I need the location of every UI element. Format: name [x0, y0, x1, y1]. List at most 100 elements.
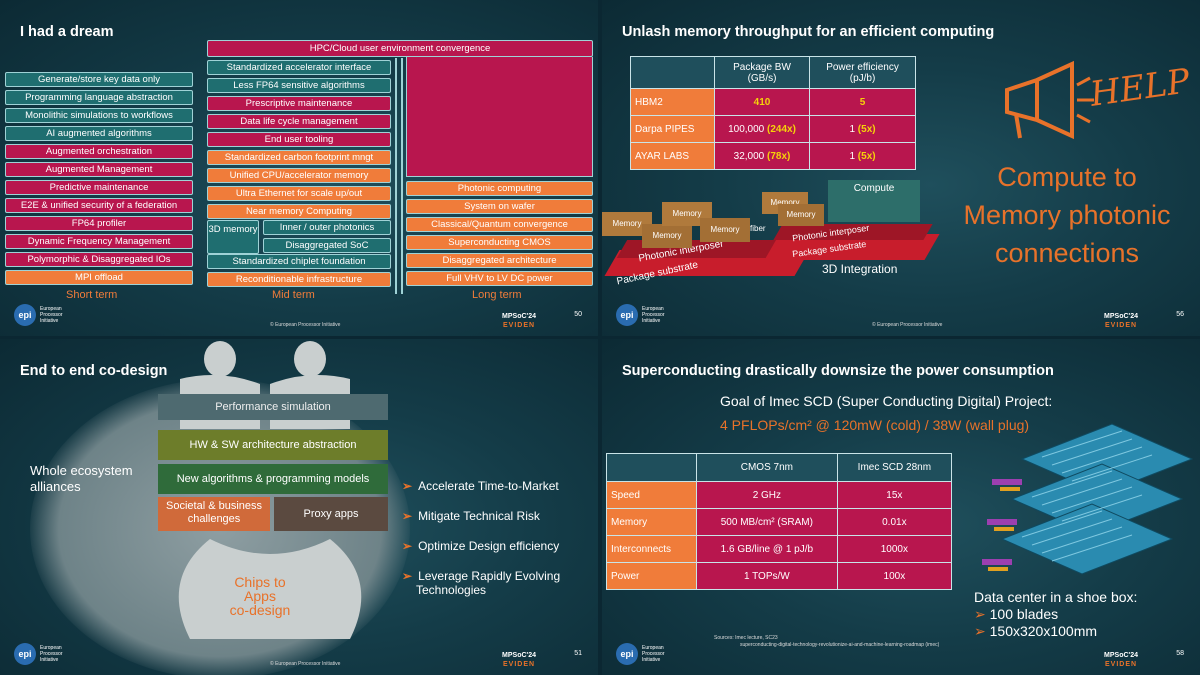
layer-algorithms: New algorithms & programming models: [158, 464, 388, 494]
short-term-item: Augmented orchestration: [5, 144, 193, 159]
short-term-item: E2E & unified security of a federation: [5, 198, 193, 213]
epi-logo: epi: [616, 304, 638, 326]
epi-name: European Processor Initiative: [40, 306, 63, 324]
table-row: AYAR LABS 32,000 (78x) 1 (5x): [630, 142, 916, 170]
pe-cell: 1 (5x): [809, 115, 916, 143]
table-header: Package BW (GB/s): [713, 56, 811, 89]
bullet-item: ➢ Optimize Design efficiency: [402, 539, 559, 553]
slide-title: I had a dream: [20, 24, 114, 40]
comparison-table: CMOS 7nm Imec SCD 28nm Speed 2 GHz 15x M…: [606, 453, 953, 590]
long-term-item: Disaggregated architecture: [406, 253, 593, 268]
mid-term-item: Ultra Ethernet for scale up/out: [207, 186, 391, 201]
chips-to-apps-text: Chips to Apps co-design: [210, 575, 310, 617]
mid-term-item: Unified CPU/accelerator memory: [207, 168, 391, 183]
mid-term-item: Standardized carbon footprint mngt: [207, 150, 391, 165]
long-term-item: Classical/Quantum convergence: [406, 217, 593, 232]
divider: [395, 58, 397, 294]
compute-chip: Compute: [828, 180, 920, 222]
arrow-icon: ➢: [402, 539, 413, 553]
scd-value: 0.01x: [836, 508, 953, 536]
slide-title: End to end co-design: [20, 363, 168, 379]
target-text: 4 PFLOPs/cm² @ 120mW (cold) / 38W (wall …: [720, 417, 1030, 433]
table-row: Memory 500 MB/cm² (SRAM) 0.01x: [606, 508, 953, 536]
mpsoc-logo: MPSoC'24 EVIDEN: [1104, 651, 1138, 669]
mpsoc-logo: MPSoC'24 EVIDEN: [1104, 312, 1138, 330]
mpsoc-text: MPSoC'24: [502, 313, 536, 320]
memory-chip: Memory: [778, 204, 824, 226]
pe-value: 1: [849, 123, 856, 135]
short-term-item: Programming language abstraction: [5, 90, 193, 105]
pe-value: 5: [809, 88, 916, 116]
epi-name: European Processor Initiative: [40, 645, 63, 663]
page-number: 58: [1176, 650, 1184, 657]
blade-stack-icon: [982, 423, 1194, 575]
photonic-callout: Compute to Memory photonic connections: [937, 158, 1197, 272]
page-number: 51: [574, 650, 582, 657]
bullet-item: ➢ Mitigate Technical Risk: [402, 509, 540, 523]
callout-line: connections: [994, 238, 1140, 268]
page-number: 56: [1176, 311, 1184, 318]
pe-gain: (5x): [857, 123, 876, 135]
chips-line: co-design: [229, 602, 291, 618]
memory-chip: Memory: [642, 224, 692, 248]
long-term-item: Superconducting CMOS: [406, 235, 593, 250]
table-header: CMOS 7nm: [696, 453, 838, 482]
dc-item: ➢ 100 blades: [974, 606, 1058, 623]
slide-title: Superconducting drastically downsize the…: [622, 363, 1054, 379]
table-row: Power 1 TOPs/W 100x: [606, 562, 953, 590]
ecosystem-label: Whole ecosystem alliances: [30, 463, 133, 494]
dc-item-text: 150x320x100mm: [989, 623, 1098, 639]
bw-cell: 100,000 (244x): [713, 115, 811, 143]
row-name: Memory: [606, 508, 697, 536]
soc-box: Disaggregated SoC: [263, 238, 391, 253]
bw-cell: 32,000 (78x): [713, 142, 811, 170]
callout-line: Compute to: [997, 162, 1137, 192]
epi-name: European Processor Initiative: [642, 306, 665, 324]
short-term-item: AI augmented algorithms: [5, 126, 193, 141]
dc-item-text: 100 blades: [989, 606, 1059, 622]
bw-value: 410: [713, 88, 811, 116]
bw-gain: (78x): [767, 150, 791, 162]
long-term-item: Photonic computing: [406, 181, 593, 196]
eviden-text: EVIDEN: [502, 322, 536, 329]
mid-term-label: Mid term: [272, 289, 315, 301]
mpsoc-logo: MPSoC'24 EVIDEN: [502, 312, 536, 330]
memory-chip: Memory: [700, 218, 750, 242]
short-term-item: Predictive maintenance: [5, 180, 193, 195]
epi-logo: epi: [14, 304, 36, 326]
scd-value: 15x: [836, 481, 953, 509]
mid-term-item: Prescriptive maintenance: [207, 96, 391, 111]
slide-i-had-a-dream: I had a dream HPC/Cloud user environment…: [0, 0, 598, 336]
mid-term-item: Near memory Computing: [207, 204, 391, 219]
long-term-block: [406, 57, 593, 177]
short-term-item: Dynamic Frequency Management: [5, 234, 193, 249]
row-name: Power: [606, 562, 697, 590]
copyright: © European Processor Initiative: [270, 661, 341, 667]
row-name: Interconnects: [606, 535, 697, 563]
slide-memory-throughput: Unlash memory throughput for an efficien…: [602, 0, 1200, 336]
chips-line: Chips to: [234, 574, 286, 590]
bw-gain: (244x): [767, 123, 796, 135]
scd-value: 100x: [836, 562, 953, 590]
short-term-item: FP64 profiler: [5, 216, 193, 231]
mpsoc-text: MPSoC'24: [502, 652, 536, 659]
copyright: © European Processor Initiative: [270, 322, 341, 328]
table-header-row: CMOS 7nm Imec SCD 28nm: [606, 453, 953, 482]
table-header: [606, 453, 697, 482]
bullet-text: Optimize Design efficiency: [418, 539, 560, 553]
cmos-value: 500 MB/cm² (SRAM): [696, 508, 838, 536]
short-term-item: Augmented Management: [5, 162, 193, 177]
megaphone-icon: [1005, 60, 1094, 140]
eviden-text: EVIDEN: [1104, 322, 1138, 329]
mid-term-item: Standardized accelerator interface: [207, 60, 391, 75]
mid-term-item: End user tooling: [207, 132, 391, 147]
row-name: Darpa PIPES: [630, 115, 715, 143]
layer-performance: Performance simulation: [158, 394, 388, 420]
bullet-text: Leverage Rapidly Evolving Technologies: [416, 569, 561, 597]
mpsoc-logo: MPSoC'24 EVIDEN: [502, 651, 536, 669]
3d-integration-label: 3D Integration: [822, 262, 898, 276]
table-row: HBM2 410 5: [630, 88, 916, 116]
layer-architecture: HW & SW architecture abstraction: [158, 430, 388, 460]
pe-gain: (5x): [857, 150, 876, 162]
cmos-value: 2 GHz: [696, 481, 838, 509]
